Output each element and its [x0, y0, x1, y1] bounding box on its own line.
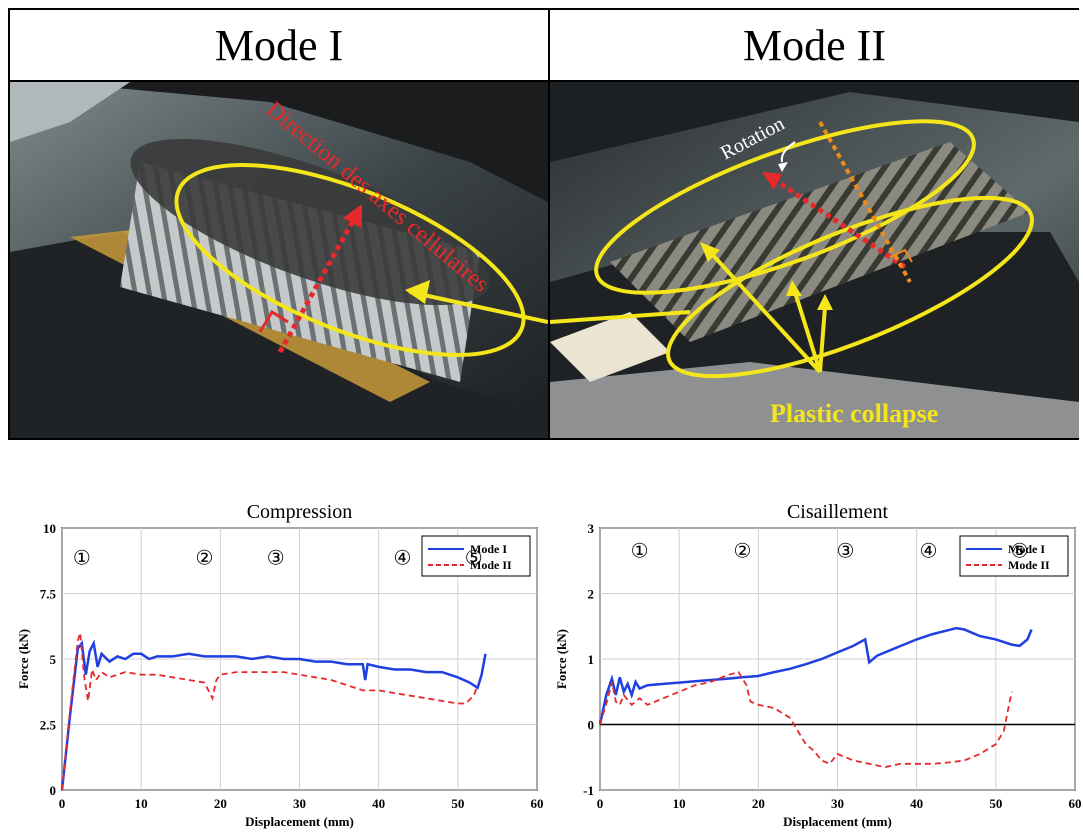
- chart-title: Compression: [247, 501, 353, 523]
- photo-figure: Mode I: [8, 8, 1079, 440]
- y-tick-label: -1: [583, 783, 594, 798]
- y-tick-label: 5: [50, 652, 57, 667]
- x-tick-label: 50: [989, 796, 1002, 811]
- legend-entry: Mode II: [470, 558, 512, 572]
- y-tick-label: 2: [588, 587, 595, 602]
- mode-ii-photo: Rotation Plastic collapse: [550, 82, 1079, 438]
- legend-entry: Mode I: [470, 542, 507, 556]
- step-marker: ②: [196, 548, 214, 570]
- x-tick-label: 10: [673, 796, 686, 811]
- chart-0: Compression 0 10 20 30 40 50 60 0 2.5 5 7.5 10 Displa…: [16, 501, 544, 829]
- y-tick-label: 1: [588, 652, 595, 667]
- x-tick-label: 40: [910, 796, 923, 811]
- x-tick-label: 30: [293, 796, 306, 811]
- step-marker: ①: [631, 540, 649, 562]
- series-line-mode-ii: [61, 632, 479, 791]
- x-tick-label: 30: [831, 796, 844, 811]
- x-tick-label: 0: [597, 796, 604, 811]
- series-line-mode-ii: [599, 671, 1013, 769]
- step-marker: ②: [734, 540, 752, 562]
- x-tick-label: 20: [214, 796, 227, 811]
- y-tick-label: 3: [588, 521, 595, 536]
- mode-ii-title: Mode II: [550, 10, 1079, 82]
- mode-i-title: Mode I: [10, 10, 548, 82]
- x-tick-label: 0: [59, 796, 66, 811]
- legend-box: [421, 535, 531, 577]
- legend-entry: Mode I: [1008, 542, 1045, 556]
- plastic-collapse-annotation: Plastic collapse: [770, 399, 938, 428]
- y-axis-label: Force (kN): [554, 629, 569, 689]
- x-axis-label: Displacement (mm): [245, 814, 354, 829]
- x-tick-label: 20: [752, 796, 765, 811]
- mode-ii-panel: Mode II: [550, 10, 1079, 438]
- series-line-mode-i: [598, 626, 1033, 725]
- chart-title: Cisaillement: [787, 501, 889, 523]
- y-tick-label: 2.5: [40, 718, 57, 733]
- y-tick-label: 0: [50, 783, 57, 798]
- y-axis-label: Force (kN): [16, 629, 31, 689]
- mode-i-panel: Mode I: [10, 10, 550, 438]
- step-marker: ③: [836, 540, 854, 562]
- series-line-mode-i: [60, 639, 487, 791]
- step-marker: ⑤: [1011, 540, 1029, 562]
- mode-i-photo: Direction des axes cellulaires: [10, 82, 548, 438]
- x-axis-label: Displacement (mm): [783, 814, 892, 829]
- y-tick-label: 0: [588, 718, 595, 733]
- step-marker: ③: [267, 548, 285, 570]
- step-marker: ⑤: [465, 548, 483, 570]
- y-tick-label: 10: [43, 521, 56, 536]
- legend-entry: Mode II: [1008, 558, 1050, 572]
- legend-box: [959, 535, 1069, 577]
- x-tick-label: 40: [372, 796, 385, 811]
- step-marker: ④: [920, 540, 938, 562]
- x-tick-label: 50: [451, 796, 464, 811]
- x-tick-label: 60: [1069, 796, 1082, 811]
- y-tick-label: 7.5: [40, 587, 57, 602]
- x-tick-label: 60: [531, 796, 544, 811]
- step-marker: ④: [393, 548, 411, 570]
- step-marker: ①: [73, 548, 91, 570]
- x-tick-label: 10: [135, 796, 148, 811]
